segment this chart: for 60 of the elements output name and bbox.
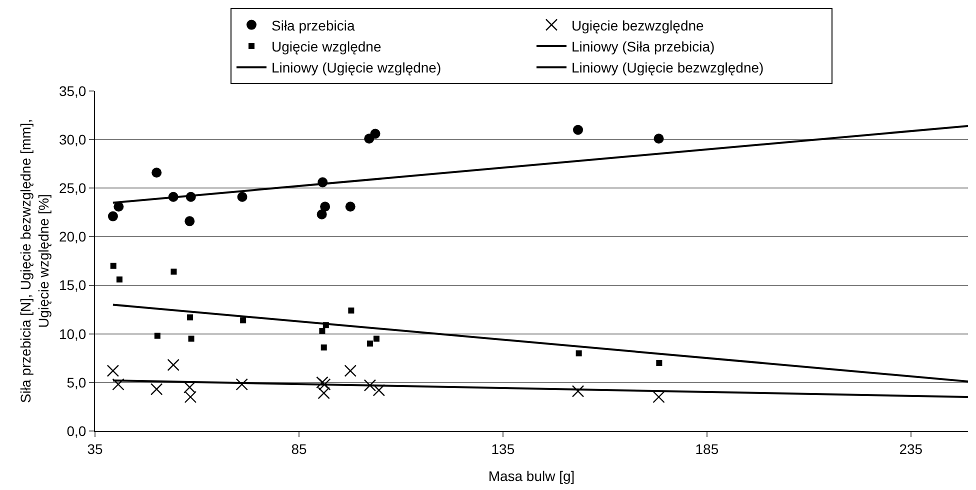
point: [316, 209, 327, 220]
y-tick-label: 30,0: [58, 131, 86, 148]
point: [106, 364, 120, 377]
point: [318, 378, 331, 390]
point: [184, 390, 197, 404]
y-tick-label: 5,0: [66, 374, 86, 390]
point: [237, 192, 248, 202]
point: [236, 378, 248, 390]
y-tick-label: 35,0: [58, 82, 86, 99]
point: [373, 336, 380, 342]
legend-label: Siła przebicia: [272, 17, 355, 34]
x-tick-label: 35: [87, 440, 103, 457]
y-tick-label: 25,0: [58, 180, 86, 196]
point: [240, 317, 246, 324]
y-tick-label: 15,0: [58, 277, 86, 294]
x-tick-label: 85: [291, 440, 307, 457]
point: [112, 378, 124, 390]
point: [184, 216, 195, 226]
point: [320, 344, 327, 350]
legend-label: Liniowy (Siła przebicia): [572, 38, 715, 54]
y-axis-title: Siła przebicia [N], Ugięcie bezwzględne [mm], Ugięcie względne [%]: [17, 118, 52, 404]
point: [652, 390, 665, 404]
point: [344, 364, 356, 377]
point: [572, 385, 584, 398]
point: [364, 379, 376, 392]
x-tick-label: 185: [695, 440, 719, 457]
point: [576, 350, 582, 356]
point: [319, 328, 326, 334]
legend-label: Ugięcie względne: [272, 38, 382, 54]
point: [573, 124, 584, 135]
point: [110, 262, 116, 269]
point: [152, 168, 162, 178]
point: [154, 332, 160, 339]
point: [320, 202, 330, 212]
point: [370, 128, 380, 139]
point: [348, 308, 354, 314]
y-tick-label: 0,0: [66, 422, 86, 439]
point: [656, 360, 662, 366]
point: [372, 384, 386, 396]
point: [187, 314, 194, 320]
point: [345, 202, 356, 212]
legend-label: Liniowy (Ugięcie bezwzględne): [572, 60, 764, 76]
point: [366, 340, 373, 347]
x-axis-title: Masa bulw [g]: [488, 468, 575, 484]
legend-label: Ugięcie bezwzględne: [572, 17, 704, 34]
x-tick-label: 235: [899, 440, 923, 457]
point: [318, 387, 330, 400]
legend-label: Liniowy (Ugięcie względne): [272, 60, 442, 76]
point: [108, 211, 118, 222]
x-tick-label: 135: [491, 440, 515, 457]
point: [654, 134, 664, 144]
point: [188, 336, 194, 342]
point: [316, 376, 328, 389]
point: [150, 383, 163, 396]
point: [116, 276, 122, 282]
point: [167, 358, 180, 372]
point: [184, 381, 196, 394]
point: [170, 268, 177, 275]
y-tick-label: 10,0: [58, 326, 86, 342]
y-tick-label: 20,0: [58, 228, 86, 245]
